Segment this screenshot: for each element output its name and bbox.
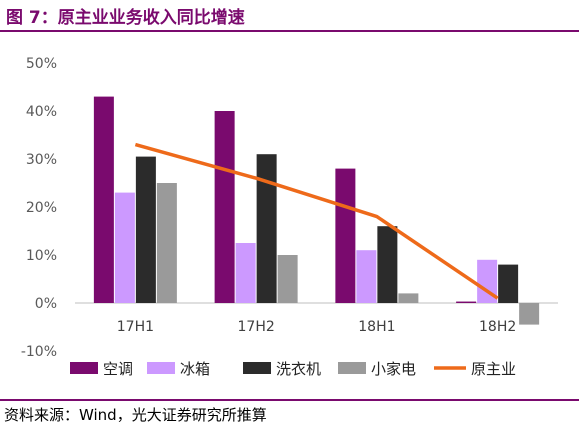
legend-swatch-小家电 (338, 362, 366, 374)
legend-label-洗衣机: 洗衣机 (276, 360, 321, 378)
bar-洗衣机-18H1 (377, 226, 398, 303)
bar-空调-17H1 (93, 96, 114, 303)
y-tick-label: 50% (26, 56, 57, 72)
bar-空调-18H2 (456, 301, 477, 303)
bar-冰箱-17H1 (114, 192, 135, 303)
legend-label-原主业: 原主业 (471, 360, 516, 378)
y-tick-label: 0% (35, 296, 57, 312)
bar-小家电-17H1 (156, 183, 177, 303)
bar-冰箱-18H1 (356, 250, 377, 303)
y-tick-label: 20% (26, 200, 57, 216)
bar-冰箱-18H2 (477, 259, 498, 303)
bar-洗衣机-18H2 (498, 264, 519, 303)
chart-title: 图 7：原主业业务收入同比增速 (6, 8, 245, 28)
legend-swatch-冰箱 (147, 362, 175, 374)
chart-area: 50% 40% 30% 20% 10% 0% -10% 17H1 17H2 18H1 18H2 空… (21, 56, 558, 378)
legend-label-冰箱: 冰箱 (180, 360, 210, 378)
x-tick-label: 18H2 (479, 319, 516, 335)
bar-小家电-18H2 (519, 303, 540, 325)
bar-小家电-18H1 (398, 293, 419, 303)
y-tick-label: -10% (21, 344, 57, 360)
bar-空调-18H1 (335, 168, 356, 303)
legend-label-小家电: 小家电 (371, 360, 416, 378)
y-tick-label: 10% (26, 248, 57, 264)
legend-swatch-空调 (70, 362, 98, 374)
y-tick-label: 30% (26, 152, 57, 168)
bar-空调-17H2 (214, 111, 235, 303)
bar-洗衣机-17H1 (135, 156, 156, 303)
bar-冰箱-17H2 (235, 243, 256, 303)
source-rule (0, 399, 579, 401)
title-rule (0, 30, 579, 32)
x-tick-label: 17H2 (238, 319, 275, 335)
x-tick-label: 17H1 (117, 319, 154, 335)
source-note: 资料来源：Wind，光大证券研究所推算 (4, 406, 267, 424)
legend-swatch-洗衣机 (243, 362, 271, 374)
bar-小家电-17H2 (277, 255, 298, 303)
y-tick-label: 40% (26, 104, 57, 120)
legend-label-空调: 空调 (103, 360, 133, 378)
bar-洗衣机-17H2 (256, 154, 277, 303)
series-line-原主业 (134, 142, 499, 300)
x-tick-label: 18H1 (358, 319, 395, 335)
